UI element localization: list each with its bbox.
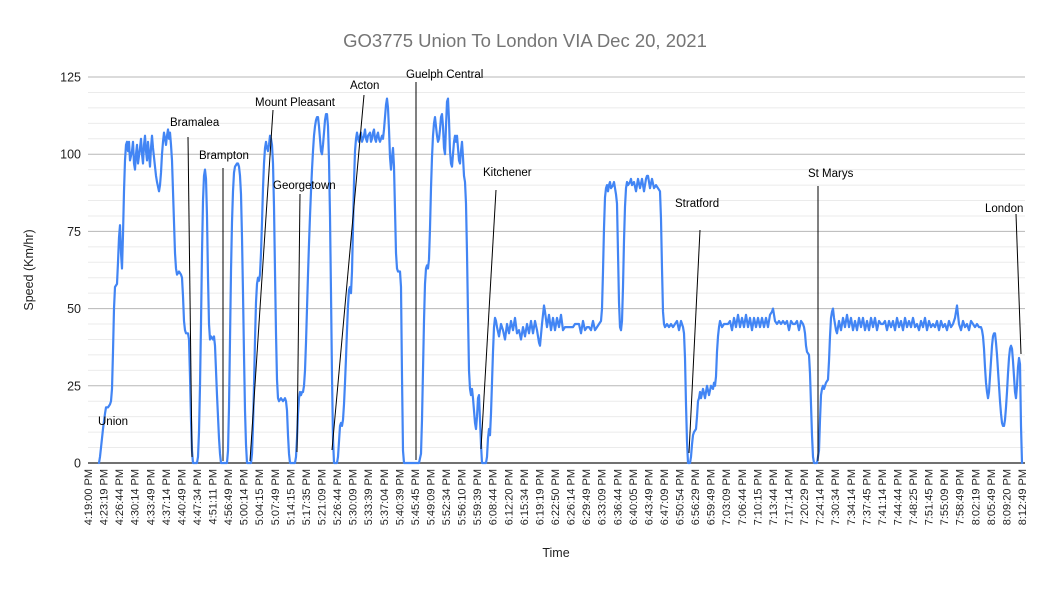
x-tick-label: 6:47:09 PM (659, 469, 671, 525)
x-tick-label: 5:17:35 PM (301, 469, 313, 525)
x-tick-label: 7:37:45 PM (861, 469, 873, 525)
station-annotation-label: Union (98, 416, 128, 428)
x-tick-label: 5:26:44 PM (332, 469, 344, 525)
x-tick-label: 4:26:44 PM (114, 469, 126, 525)
x-tick-label: 4:56:49 PM (223, 469, 235, 525)
x-tick-label: 4:37:14 PM (161, 469, 173, 525)
x-tick-label: 6:12:20 PM (503, 469, 515, 525)
x-tick-label: 5:59:39 PM (472, 469, 484, 525)
x-tick-label: 7:17:14 PM (784, 469, 796, 525)
station-leader-line (296, 193, 301, 453)
station-annotation-label: Georgetown (273, 180, 336, 192)
y-axis-tick-labels: 0 25 50 75 100 125 (60, 71, 81, 471)
x-tick-label: 5:52:34 PM (441, 469, 453, 525)
x-tick-label: 7:41:14 PM (877, 469, 889, 525)
x-tick-label: 8:12:49 PM (1017, 469, 1029, 525)
y-tick-label: 25 (67, 379, 81, 393)
x-tick-label: 5:45:45 PM (410, 469, 422, 525)
x-tick-label: 8:02:19 PM (970, 469, 982, 525)
x-tick-label: 7:55:09 PM (939, 469, 951, 525)
x-tick-label: 6:26:14 PM (566, 469, 578, 525)
x-tick-label: 5:04:15 PM (254, 469, 266, 525)
x-tick-label: 6:50:54 PM (675, 469, 687, 525)
x-tick-label: 7:51:45 PM (924, 469, 936, 525)
x-tick-label: 6:40:05 PM (628, 469, 640, 525)
x-tick-label: 7:03:09 PM (721, 469, 733, 525)
x-tick-label: 5:40:39 PM (394, 469, 406, 525)
x-tick-label: 5:56:10 PM (457, 469, 469, 525)
x-tick-label: 6:59:49 PM (706, 469, 718, 525)
x-tick-label: 7:24:14 PM (815, 469, 827, 525)
chart-title: GO3775 Union To London VIA Dec 20, 2021 (343, 30, 707, 51)
station-leader-lines (187, 82, 1022, 462)
x-tick-label: 6:29:49 PM (581, 469, 593, 525)
station-leader-line (1015, 213, 1022, 355)
station-annotation-label: Stratford (675, 198, 719, 210)
x-tick-label: 4:47:34 PM (192, 469, 204, 525)
x-tick-label: 5:14:15 PM (285, 469, 297, 525)
station-leader-line (187, 136, 193, 458)
x-axis-title: Time (542, 546, 569, 560)
station-leader-line (249, 109, 274, 462)
station-annotation-label: Acton (350, 80, 379, 92)
x-tick-label: 6:08:44 PM (488, 469, 500, 525)
x-axis-tick-labels: 4:19:00 PM 4:23:19 PM 4:26:44 PM 4:30:14 PM… (83, 469, 1029, 525)
x-tick-label: 5:30:09 PM (348, 469, 360, 525)
station-annotation-label: Bramalea (170, 117, 220, 129)
station-annotation-label: Mount Pleasant (255, 97, 336, 109)
x-tick-label: 7:58:49 PM (955, 469, 967, 525)
station-leader-line (331, 94, 365, 451)
x-tick-label: 6:22:50 PM (550, 469, 562, 525)
x-tick-label: 7:48:25 PM (908, 469, 920, 525)
y-tick-label: 100 (60, 148, 81, 162)
x-tick-label: 5:49:09 PM (425, 469, 437, 525)
x-tick-label: 5:33:39 PM (363, 469, 375, 525)
x-tick-label: 8:09:20 PM (1001, 469, 1013, 525)
x-tick-label: 6:19:19 PM (534, 469, 546, 525)
station-leader-line (688, 229, 701, 454)
station-leader-line (480, 189, 497, 450)
x-tick-label: 6:33:09 PM (597, 469, 609, 525)
x-tick-label: 4:40:49 PM (176, 469, 188, 525)
station-annotation-label: London (985, 203, 1023, 215)
x-tick-label: 7:10:15 PM (752, 469, 764, 525)
x-tick-label: 4:33:49 PM (145, 469, 157, 525)
x-tick-label: 4:23:19 PM (99, 469, 111, 525)
x-tick-label: 4:19:00 PM (83, 469, 95, 525)
x-tick-label: 5:37:04 PM (379, 469, 391, 525)
station-annotation-label: Kitchener (483, 167, 532, 179)
x-tick-label: 8:05:49 PM (986, 469, 998, 525)
x-tick-label: 5:21:09 PM (317, 469, 329, 525)
x-tick-label: 4:30:14 PM (130, 469, 142, 525)
y-tick-label: 75 (67, 225, 81, 239)
station-annotation-label: Brampton (199, 150, 249, 162)
x-tick-label: 4:51:11 PM (208, 469, 220, 524)
x-tick-label: 6:15:34 PM (519, 469, 531, 525)
x-tick-label: 7:06:44 PM (737, 469, 749, 525)
speed-line (97, 97, 1024, 465)
station-labels: Union Bramalea Brampton Mount Pleasant Georg… (98, 69, 1023, 428)
x-tick-label: 7:20:29 PM (799, 469, 811, 525)
x-tick-label: 6:36:44 PM (612, 469, 624, 525)
x-tick-label: 7:44:44 PM (892, 469, 904, 525)
y-tick-label: 125 (60, 71, 81, 85)
x-tick-label: 5:00:14 PM (239, 469, 251, 525)
series-speed-line (97, 97, 1024, 465)
y-tick-label: 0 (74, 457, 81, 471)
y-axis-title: Speed (Km/hr) (22, 229, 36, 310)
x-tick-label: 7:34:14 PM (846, 469, 858, 525)
x-tick-label: 5:07:49 PM (270, 469, 282, 525)
station-annotation-label: St Marys (808, 168, 854, 180)
x-tick-label: 7:30:34 PM (830, 469, 842, 525)
y-tick-label: 50 (67, 302, 81, 316)
x-tick-label: 6:43:49 PM (643, 469, 655, 525)
station-annotation-label: Guelph Central (406, 69, 483, 81)
x-tick-label: 6:56:29 PM (690, 469, 702, 525)
x-tick-label: 7:13:44 PM (768, 469, 780, 525)
